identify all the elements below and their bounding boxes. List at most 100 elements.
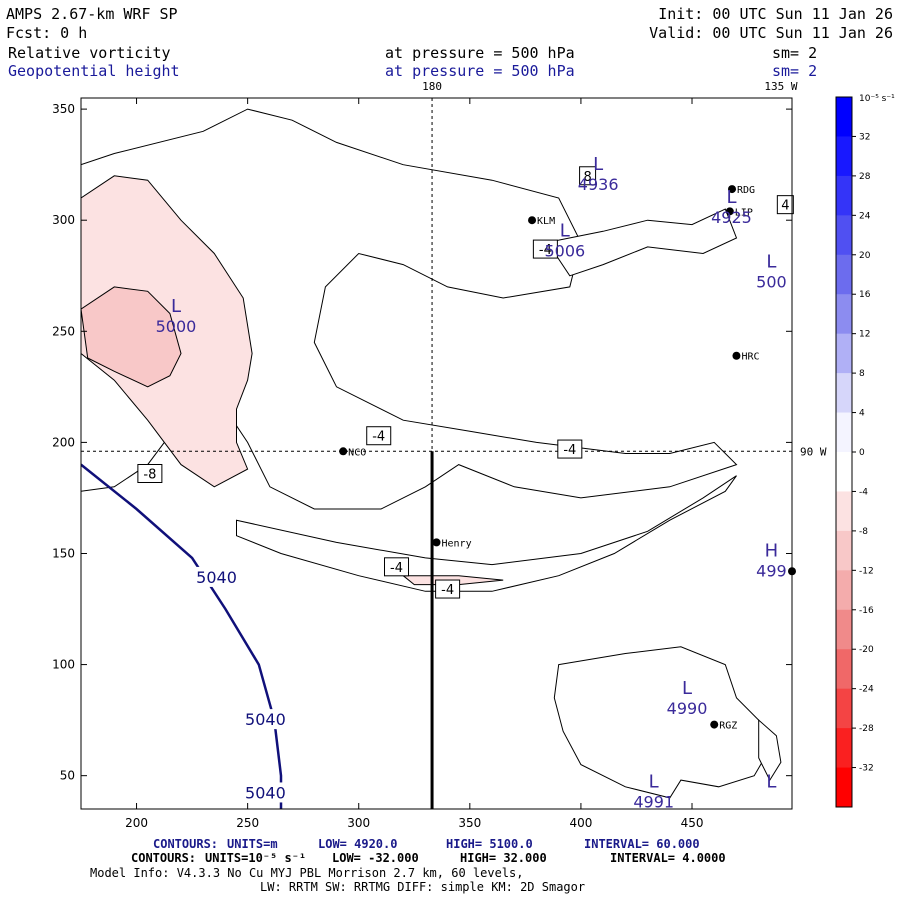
y-tick-label: 200 bbox=[52, 435, 75, 449]
vorticity-label: 4 bbox=[781, 199, 789, 214]
y-tick-label: 50 bbox=[60, 769, 75, 783]
station-label: RGZ bbox=[719, 721, 737, 732]
extremum-value: 4991 bbox=[633, 792, 674, 811]
colorbar-swatch bbox=[836, 175, 852, 216]
station-label: HRC bbox=[741, 352, 759, 363]
colorbar-tick-label: 20 bbox=[859, 251, 871, 261]
colorbar-tick-label: -4 bbox=[859, 487, 868, 497]
height-label-bg bbox=[241, 709, 290, 730]
footer2-contours: CONTOURS: bbox=[131, 851, 196, 865]
height-label-bg bbox=[241, 782, 290, 803]
vorticity-label-box bbox=[532, 239, 558, 259]
extremum-value: 4925 bbox=[711, 208, 752, 227]
height-label-bg bbox=[192, 566, 241, 587]
colorbar-swatch bbox=[836, 373, 852, 414]
station-label: RDG bbox=[737, 185, 755, 196]
height-contour-0 bbox=[81, 463, 283, 809]
vorticity-label: -4 bbox=[539, 243, 552, 258]
vorticity-label: -4 bbox=[441, 583, 454, 598]
extremum-type: L bbox=[682, 678, 692, 699]
colorbar-tick-label: 8 bbox=[859, 369, 865, 379]
vorticity-label-box bbox=[366, 426, 392, 446]
colorbar-tick-label: 12 bbox=[859, 330, 870, 340]
field2-smoothing: sm= 2 bbox=[772, 62, 817, 80]
station-marker bbox=[710, 720, 719, 729]
field1-smoothing: sm= 2 bbox=[772, 44, 817, 62]
colorbar-swatch bbox=[836, 530, 852, 571]
colorbar-tick-label: 32 bbox=[859, 132, 870, 142]
colorbar-tick-label: 16 bbox=[859, 290, 871, 300]
colorbar-tick-label: 24 bbox=[859, 211, 871, 221]
footer1-units: UNITS=m bbox=[227, 837, 278, 851]
colorbar-tick-label: -32 bbox=[859, 764, 874, 774]
station-marker bbox=[732, 351, 741, 360]
colorbar-swatch bbox=[836, 254, 852, 295]
y-tick-label: 250 bbox=[52, 324, 75, 338]
colorbar-swatch bbox=[836, 688, 852, 729]
colorbar-tick-label: -20 bbox=[859, 645, 874, 655]
station-label: NCO bbox=[348, 447, 366, 458]
valid-time: Valid: 00 UTC Sun 11 Jan 26 bbox=[649, 24, 893, 42]
model-title: AMPS 2.67-km WRF SP bbox=[6, 5, 178, 23]
colorbar-swatch bbox=[836, 767, 852, 808]
footer1-interval: INTERVAL= 60.000 bbox=[584, 837, 700, 851]
extremum-value: 499 bbox=[756, 561, 787, 580]
station-marker bbox=[339, 447, 348, 456]
extremum-value: 5000 bbox=[156, 317, 197, 336]
footer2-interval: INTERVAL= 4.0000 bbox=[610, 851, 726, 865]
vorticity-label-box bbox=[384, 557, 410, 577]
height-contours bbox=[81, 463, 283, 809]
x-tick-label: 400 bbox=[569, 816, 592, 830]
colorbar-tick-label: -8 bbox=[859, 527, 868, 537]
footer: CONTOURS: UNITS=m LOW= 4920.0 HIGH= 5100… bbox=[90, 837, 726, 894]
extremum-type: L bbox=[766, 771, 776, 792]
footer-model-info: Model Info: V4.3.3 No Cu MYJ PBL Morriso… bbox=[90, 866, 523, 880]
colorbar-tick-label: 4 bbox=[859, 409, 865, 419]
station-marker bbox=[432, 538, 441, 547]
colorbar-swatch bbox=[836, 136, 852, 177]
axes: 200 250 300 350 400 450 50 100 150 200 250 300 350 bbox=[52, 98, 792, 830]
x-tick-label: 350 bbox=[458, 816, 481, 830]
footer2-low: LOW= -32.000 bbox=[332, 851, 419, 865]
field1-name: Relative vorticity bbox=[8, 44, 171, 62]
colorbar-swatch bbox=[836, 333, 852, 374]
x-tick-label: 200 bbox=[125, 816, 148, 830]
vorticity-region-7 bbox=[81, 286, 182, 388]
vorticity-region-2 bbox=[546, 208, 738, 277]
extremum-value: 4990 bbox=[667, 699, 708, 718]
vorticity-region-0 bbox=[81, 108, 738, 510]
colorbar-tick-label: 0 bbox=[859, 448, 865, 458]
footer1-contours: CONTOURS: bbox=[153, 837, 218, 851]
field1-pressure: at pressure = 500 hPa bbox=[385, 44, 575, 62]
vorticity-label-box bbox=[137, 463, 163, 483]
colorbar-swatch bbox=[836, 294, 852, 335]
station-marker bbox=[728, 185, 737, 194]
vorticity-label: 8 bbox=[583, 170, 591, 185]
vorticity-label: -4 bbox=[372, 430, 385, 445]
x-tick-label: 450 bbox=[681, 816, 704, 830]
plot-frame bbox=[80, 97, 793, 810]
vorticity-label-box bbox=[557, 439, 583, 459]
colorbar-swatch bbox=[836, 728, 852, 769]
height-label: 5040 bbox=[245, 783, 286, 802]
extremum-type: H bbox=[765, 540, 779, 561]
vorticity-label: -4 bbox=[390, 561, 403, 576]
x-tick-label: 300 bbox=[347, 816, 370, 830]
colorbar-swatch bbox=[836, 97, 852, 137]
vorticity-label: -8 bbox=[143, 467, 156, 482]
extremum-type: L bbox=[171, 296, 181, 317]
height-label: 5040 bbox=[245, 710, 286, 729]
extremum-value: 5006 bbox=[544, 241, 585, 260]
colorbar-tick-label: -12 bbox=[859, 566, 874, 576]
colorbar-swatch bbox=[836, 570, 852, 611]
x-tick-label: 250 bbox=[236, 816, 259, 830]
meridian-label: 135 W bbox=[764, 80, 797, 93]
footer2-units: UNITS=10⁻⁵ s⁻¹ bbox=[205, 851, 306, 865]
colorbar-swatch bbox=[836, 609, 852, 650]
station-label: LIP bbox=[735, 207, 753, 218]
meridian-label: 180 bbox=[422, 80, 442, 93]
field2-pressure: at pressure = 500 hPa bbox=[385, 62, 575, 80]
meridian-label: 90 W bbox=[800, 445, 827, 458]
vorticity-labels: -4 -4 -4 -4 -4 -8 8 4 bbox=[137, 166, 794, 599]
